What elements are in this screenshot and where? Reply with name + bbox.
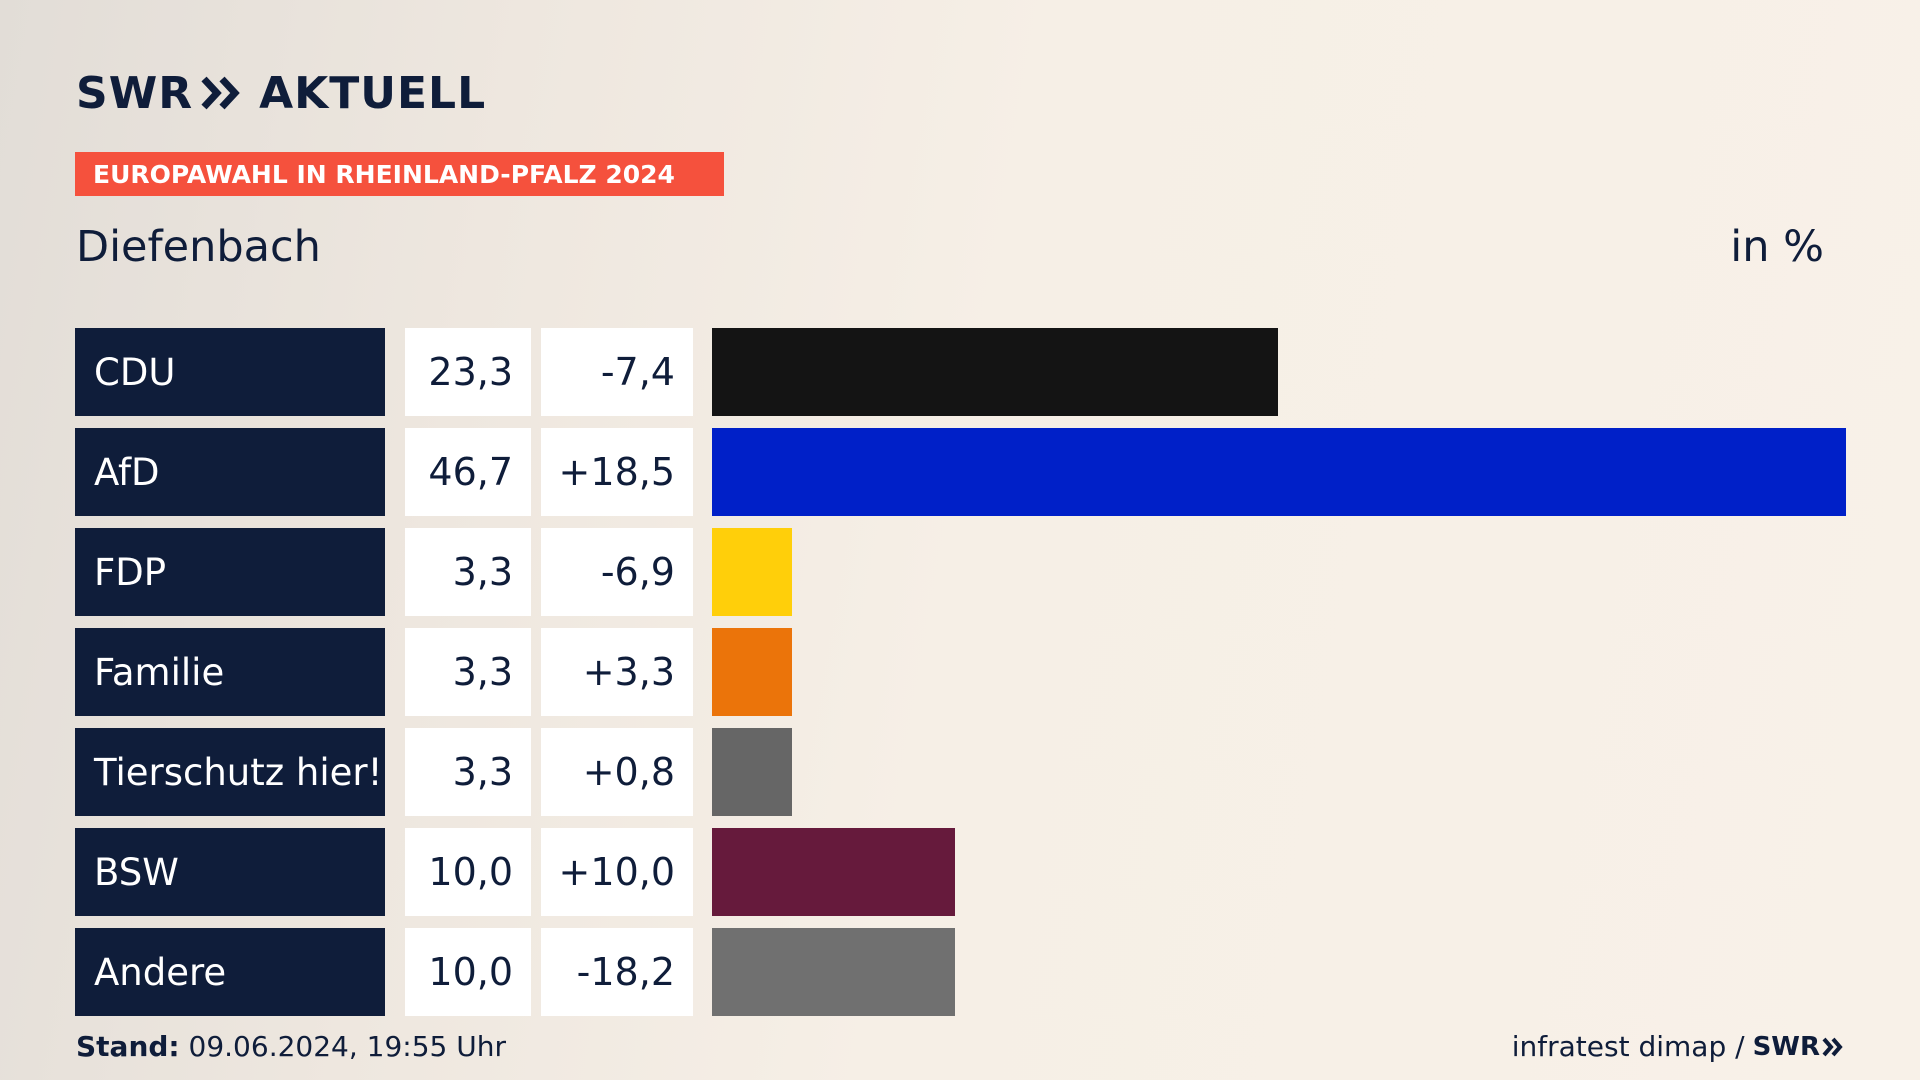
party-label: AfD: [75, 428, 385, 516]
vote-change-value: -18,2: [541, 928, 693, 1016]
party-label: CDU: [75, 328, 385, 416]
vote-change-value: +0,8: [541, 728, 693, 816]
vote-share-value: 10,0: [405, 828, 531, 916]
vote-share-bar: [712, 528, 792, 616]
chart-subtitle: Diefenbach: [76, 222, 321, 272]
party-label: Andere: [75, 928, 385, 1016]
party-label: Tierschutz hier!: [75, 728, 385, 816]
vote-change-value: +18,5: [541, 428, 693, 516]
chart-row: Andere 10,0 -18,2: [75, 928, 1845, 1016]
election-tag: EUROPAWAHL IN RHEINLAND-PFALZ 2024: [75, 152, 724, 196]
vote-share-bar: [712, 428, 1846, 516]
vote-change-value: -6,9: [541, 528, 693, 616]
vote-share-bar: [712, 928, 955, 1016]
vote-share-bar: [712, 728, 792, 816]
vote-share-value: 10,0: [405, 928, 531, 1016]
double-chevron-icon: [201, 76, 241, 110]
brand-suffix: AKTUELL: [259, 67, 487, 119]
brand-name: SWR: [76, 67, 194, 119]
timestamp: Stand: 09.06.2024, 19:55 Uhr: [76, 1030, 506, 1063]
unit-label: in %: [1730, 222, 1824, 272]
source-brand: SWR: [1752, 1031, 1820, 1062]
chart-row: Tierschutz hier! 3,3 +0,8: [75, 728, 1845, 816]
vote-change-value: +10,0: [541, 828, 693, 916]
source-text: infratest dimap /: [1511, 1030, 1745, 1063]
chart-row: CDU 23,3 -7,4: [75, 328, 1845, 416]
vote-share-value: 23,3: [405, 328, 531, 416]
vote-share-value: 3,3: [405, 528, 531, 616]
mini-chevron-icon: [1822, 1037, 1843, 1056]
chart-row: BSW 10,0 +10,0: [75, 828, 1845, 916]
stand-value: 09.06.2024, 19:55 Uhr: [188, 1030, 506, 1063]
stand-label: Stand:: [76, 1030, 180, 1063]
vote-share-bar: [712, 328, 1278, 416]
source-credit: infratest dimap / SWR: [1512, 1030, 1844, 1063]
vote-share-value: 3,3: [405, 628, 531, 716]
chart-row: AfD 46,7 +18,5: [75, 428, 1846, 516]
chart-row: Familie 3,3 +3,3: [75, 628, 1845, 716]
party-label: FDP: [75, 528, 385, 616]
vote-change-value: -7,4: [541, 328, 693, 416]
vote-share-bar: [712, 628, 792, 716]
chart-row: FDP 3,3 -6,9: [75, 528, 1845, 616]
party-label: BSW: [75, 828, 385, 916]
swr-mini-logo: SWR: [1753, 1032, 1844, 1062]
vote-share-value: 46,7: [405, 428, 531, 516]
vote-change-value: +3,3: [541, 628, 693, 716]
swr-aktuell-logo: SWR AKTUELL: [76, 67, 487, 119]
vote-share-value: 3,3: [405, 728, 531, 816]
vote-share-bar: [712, 828, 955, 916]
party-label: Familie: [75, 628, 385, 716]
